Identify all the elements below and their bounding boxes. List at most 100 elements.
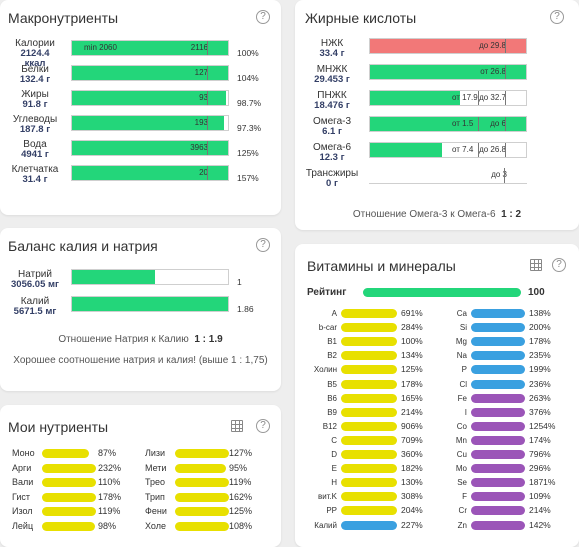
help-icon[interactable]: ? bbox=[256, 10, 270, 24]
vitamin-bar bbox=[341, 365, 397, 375]
vitamin-item: D 360% bbox=[307, 449, 437, 460]
vitamin-name: вит.K bbox=[317, 492, 337, 502]
acid-amount: 0 г bbox=[326, 178, 338, 189]
vitamin-bar bbox=[471, 450, 525, 459]
vitamin-bar bbox=[471, 478, 525, 488]
vitamin-bar bbox=[341, 492, 397, 502]
vitamin-name: Se bbox=[457, 478, 467, 488]
macro-percent: 100% bbox=[237, 48, 259, 58]
help-icon[interactable]: ? bbox=[552, 258, 566, 272]
vitamin-percent: 100% bbox=[401, 336, 423, 347]
balance-note: Хорошее соотношение натрия и калия! (выш… bbox=[13, 355, 268, 366]
vitamin-item: B12 906% bbox=[307, 421, 437, 432]
fatty-label: НЖК 33.4 г bbox=[299, 39, 365, 59]
fatty-bar: от 17.9 до 32.7 bbox=[369, 90, 527, 106]
vitamin-percent: 236% bbox=[529, 378, 551, 389]
vitamin-bar bbox=[471, 435, 525, 445]
vitamin-item: B5 178% bbox=[307, 379, 437, 390]
mineral-name: Натрий bbox=[18, 269, 52, 280]
vitamin-name: Cu bbox=[456, 450, 467, 459]
upper-limit: до 29.8 bbox=[479, 41, 506, 50]
nutrient-name: Лизи bbox=[145, 448, 166, 458]
lower-marker bbox=[478, 91, 479, 105]
lower-marker bbox=[478, 143, 479, 157]
vitamin-name: H bbox=[331, 478, 337, 488]
my-nutrient-item: Холе 108% bbox=[145, 520, 275, 532]
vitamin-percent: 178% bbox=[401, 378, 423, 389]
nutrient-percent: 119% bbox=[229, 477, 252, 488]
table-view-icon[interactable] bbox=[530, 259, 542, 271]
fatty-label: ПНЖК 18.476 г bbox=[299, 91, 365, 111]
nutrient-percent: 232% bbox=[98, 462, 122, 473]
fatty-bar-fill bbox=[370, 65, 526, 79]
vitamin-bar bbox=[471, 520, 525, 530]
vitamin-name: B2 bbox=[327, 351, 337, 361]
macro-bar-fill bbox=[72, 141, 228, 155]
norm-marker bbox=[207, 166, 208, 180]
nutrient-percent: 98% bbox=[98, 521, 117, 531]
my-nutrient-item: Трип 162% bbox=[145, 491, 275, 503]
fatty-bar: до 29.8 bbox=[369, 38, 527, 54]
fatty-bar-fill bbox=[370, 117, 526, 131]
vitamin-bar bbox=[471, 407, 525, 417]
vitamin-percent: 296% bbox=[529, 463, 551, 474]
table-view-icon[interactable] bbox=[231, 420, 243, 432]
vitamin-percent: 235% bbox=[529, 350, 551, 361]
vitamin-bar bbox=[471, 323, 525, 333]
upper-limit: до 3 bbox=[491, 170, 507, 179]
lower-marker bbox=[478, 117, 479, 131]
my-nutrient-item: Лизи 127% bbox=[145, 447, 275, 459]
vitamin-percent: 109% bbox=[529, 491, 551, 502]
my-nutrient-item: Гист 178% bbox=[12, 491, 142, 503]
vitamin-percent: 134% bbox=[401, 350, 423, 361]
vitamin-bar bbox=[341, 478, 397, 488]
vitamin-bar bbox=[471, 421, 525, 431]
help-icon[interactable]: ? bbox=[256, 419, 270, 433]
kna-ratio-value: 1.86 bbox=[237, 304, 254, 314]
norm-value: 2116 bbox=[190, 43, 208, 52]
upper-limit: до 26.8 bbox=[479, 145, 506, 154]
rating-bar bbox=[363, 288, 521, 297]
vitamin-bar bbox=[471, 506, 525, 516]
vitamin-name: Калий bbox=[314, 520, 337, 530]
help-icon[interactable]: ? bbox=[550, 10, 564, 24]
acid-name: МНЖК bbox=[316, 64, 348, 75]
nutrient-name: Мети bbox=[145, 462, 167, 473]
upper-limit: до 32.7 bbox=[479, 93, 506, 102]
vitamin-percent: 308% bbox=[401, 491, 423, 502]
help-icon[interactable]: ? bbox=[256, 238, 270, 252]
macro-percent: 104% bbox=[237, 73, 259, 83]
nutrient-percent: 178% bbox=[98, 491, 122, 502]
acid-amount: 33.4 г bbox=[319, 48, 345, 59]
fatty-label: Омега-6 12.3 г bbox=[299, 143, 365, 163]
my-nutrient-item: Лейц 98% bbox=[12, 520, 142, 532]
nutrient-amount: 2124.4 bbox=[20, 48, 50, 59]
vitamin-name: Mo bbox=[455, 464, 467, 474]
acid-name: ПНЖК bbox=[317, 90, 347, 101]
vitamin-bar bbox=[341, 506, 397, 516]
norm-value: 93 bbox=[199, 93, 208, 102]
vitamin-item: Калий 227% bbox=[307, 520, 437, 531]
vitamin-item: Se 1871% bbox=[437, 477, 567, 488]
macronutrients-card: Макронутриенты ? Калории 2124.4 ккал min 20… bbox=[0, 0, 281, 215]
vitamin-percent: 182% bbox=[401, 463, 423, 474]
acid-amount: 18.476 г bbox=[314, 100, 350, 111]
norm-marker bbox=[207, 141, 208, 155]
nutrient-percent: 127% bbox=[229, 448, 253, 458]
vitamin-bar bbox=[341, 337, 397, 347]
upper-marker bbox=[505, 117, 506, 131]
nutrient-bar bbox=[175, 492, 229, 502]
macro-label: Калории 2124.4 ккал bbox=[4, 39, 66, 69]
upper-limit: от 26.8 bbox=[480, 67, 506, 76]
nutrient-name: Лейц bbox=[12, 521, 34, 531]
nutrient-amount: 31.4 г bbox=[22, 174, 48, 185]
mineral-amount: 3056.05 мг bbox=[11, 279, 59, 290]
macro-bar-fill bbox=[72, 91, 226, 105]
vitamin-item: H 130% bbox=[307, 477, 437, 488]
vitamins-minerals-card: Витамины и минералы ? Рейтинг 100 A 691% b… bbox=[295, 244, 579, 547]
macro-bar: 3963 bbox=[71, 140, 229, 156]
vitamin-name: Mg bbox=[455, 337, 467, 347]
vitamin-item: b-car 284% bbox=[307, 322, 437, 333]
nutrient-name: Клетчатка bbox=[11, 164, 59, 175]
nutrient-bar bbox=[42, 478, 96, 488]
